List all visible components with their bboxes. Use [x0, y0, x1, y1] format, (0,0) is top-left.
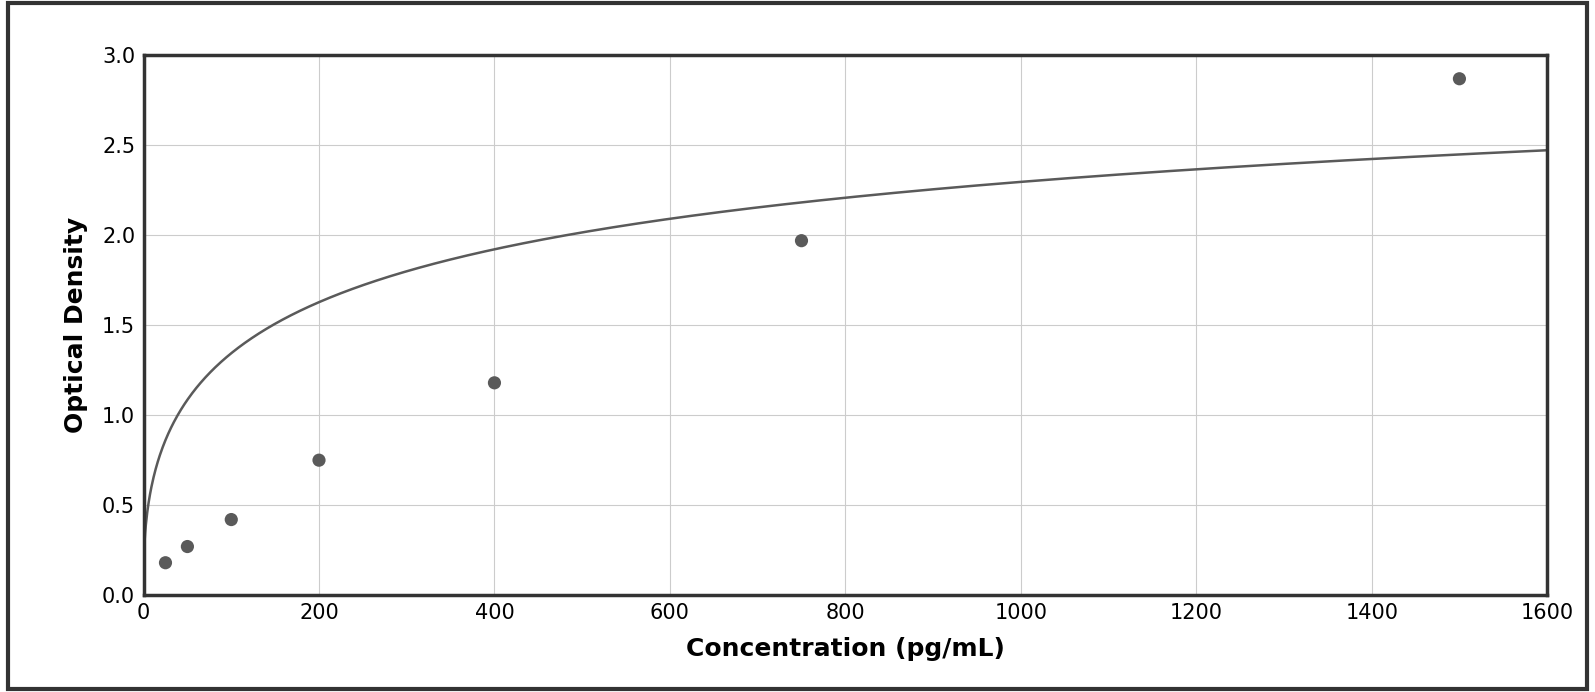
- Point: [790, 235, 815, 246]
- Point: [219, 514, 244, 525]
- Y-axis label: Optical Density: Optical Density: [64, 217, 88, 433]
- X-axis label: Concentration (pg/mL): Concentration (pg/mL): [686, 637, 1005, 662]
- Point: [174, 541, 199, 552]
- Point: [153, 557, 179, 568]
- Point: [306, 455, 332, 466]
- Point: [1447, 73, 1472, 84]
- Point: [482, 377, 507, 388]
